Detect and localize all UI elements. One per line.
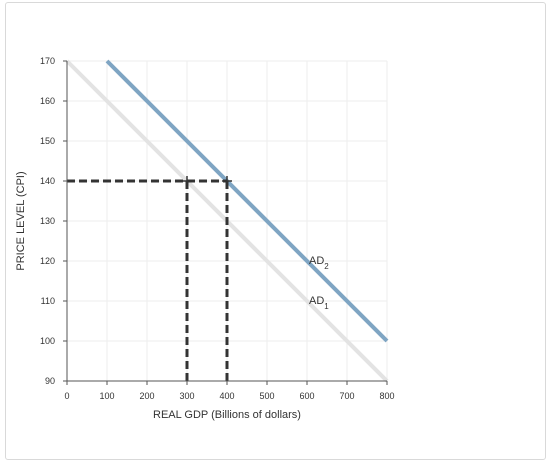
- x-axis-title: REAL GDP (Billions of dollars): [153, 409, 301, 421]
- intersection-marker-2: [222, 176, 232, 186]
- y-tick-label: 90: [45, 376, 55, 386]
- x-tick-label: 500: [259, 391, 274, 401]
- x-tick-label: 100: [99, 391, 114, 401]
- x-tick-label: 700: [339, 391, 354, 401]
- curve-labels: AD2 AD1: [309, 255, 329, 311]
- x-tick-label: 200: [139, 391, 154, 401]
- curve-label-ad2: AD2: [309, 255, 329, 271]
- curve-label-ad1: AD1: [309, 295, 329, 311]
- x-tick-label: 0: [64, 391, 69, 401]
- reference-lines: [67, 179, 229, 381]
- y-tick-label: 130: [40, 216, 55, 226]
- y-tick-label: 120: [40, 256, 55, 266]
- y-tick-label: 160: [40, 96, 55, 106]
- y-tick-label: 140: [40, 176, 55, 186]
- intersection-marker-1: [182, 176, 192, 186]
- y-tick-label: 170: [40, 56, 55, 66]
- x-tick-label: 800: [379, 391, 394, 401]
- series-line-ad2: [105, 59, 389, 343]
- x-tick-label: 600: [299, 391, 314, 401]
- y-tick-label: 100: [40, 336, 55, 346]
- x-tick-label: 400: [219, 391, 234, 401]
- y-axis-title: PRICE LEVEL (CPI): [15, 171, 27, 270]
- tick-labels: 0 100 200 300 400 500 600 700 800 90 100 110 120 130 1…: [40, 56, 395, 401]
- point-markers: [182, 176, 232, 186]
- y-tick-label: 110: [41, 296, 55, 306]
- x-tick-label: 300: [179, 391, 194, 401]
- y-tick-label: 150: [40, 136, 55, 146]
